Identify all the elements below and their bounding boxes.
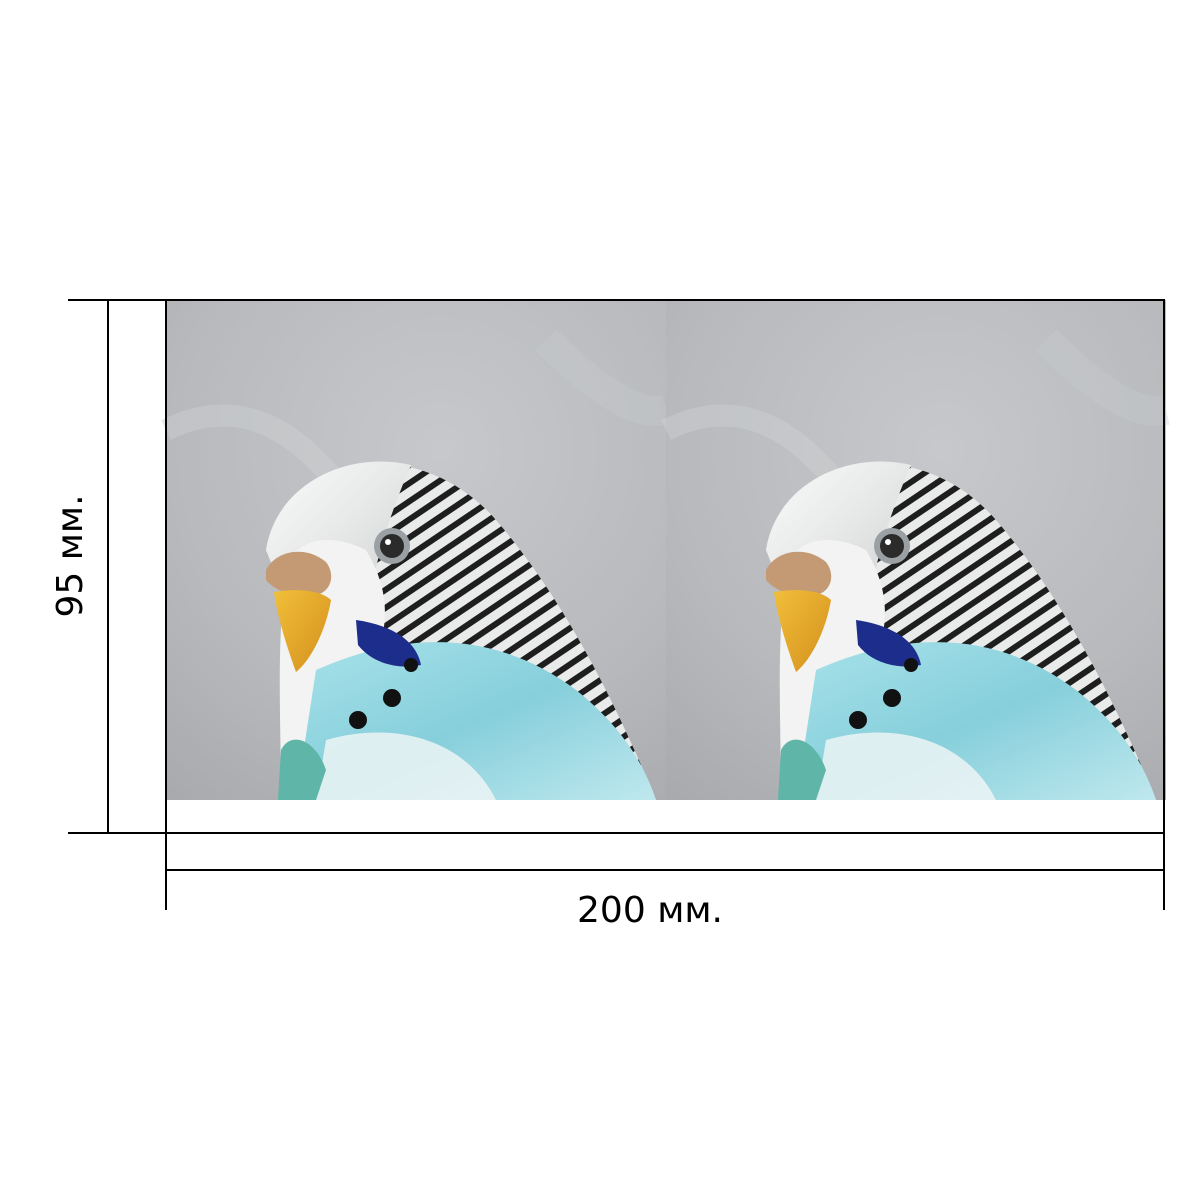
photo-panel-right xyxy=(666,300,1166,800)
photo-panel-left xyxy=(166,300,666,800)
product-outline xyxy=(165,299,1165,834)
width-dimension xyxy=(165,833,1165,910)
width-label: 200 мм. xyxy=(577,890,723,931)
height-dimension xyxy=(68,299,166,834)
height-label: 95 мм. xyxy=(50,494,91,617)
